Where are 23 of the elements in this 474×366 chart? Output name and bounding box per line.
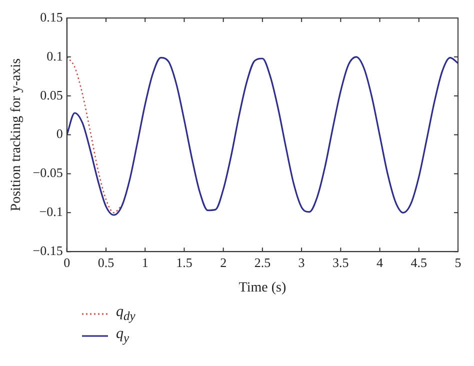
y-tick-label: 0.1	[46, 48, 63, 64]
y-tick-label: −0.1	[39, 204, 63, 220]
line-series	[66, 56, 458, 216]
x-tick-label: 5	[454, 254, 462, 270]
x-tick-label: 2	[220, 254, 227, 270]
x-tick-label: 0.5	[98, 254, 114, 270]
legend-label: q$_{y}$	[116, 325, 130, 347]
x-tick-label: 3	[298, 254, 305, 270]
x-tick-label: 4.5	[410, 254, 428, 270]
x-axis-title: Time (s)	[238, 280, 286, 296]
y-tick-label: −0.05	[32, 165, 63, 180]
y-tick-label: 0	[56, 126, 63, 142]
line-series	[66, 56, 122, 214]
legend-label: q$_{dy}$	[116, 303, 136, 325]
y-tick-label: 0.05	[40, 87, 63, 102]
x-tick-label: 1	[142, 254, 148, 270]
x-tick-label: 2.5	[254, 254, 271, 270]
x-tick-label: 4	[376, 254, 384, 270]
y-tick-label: 0.15	[40, 9, 63, 24]
y-tick-label: −0.15	[32, 243, 63, 258]
y-axis-title: Position tracking for y-axis	[9, 58, 24, 212]
x-tick-label: 1.5	[176, 254, 192, 270]
x-tick-label: 3.5	[332, 254, 349, 270]
